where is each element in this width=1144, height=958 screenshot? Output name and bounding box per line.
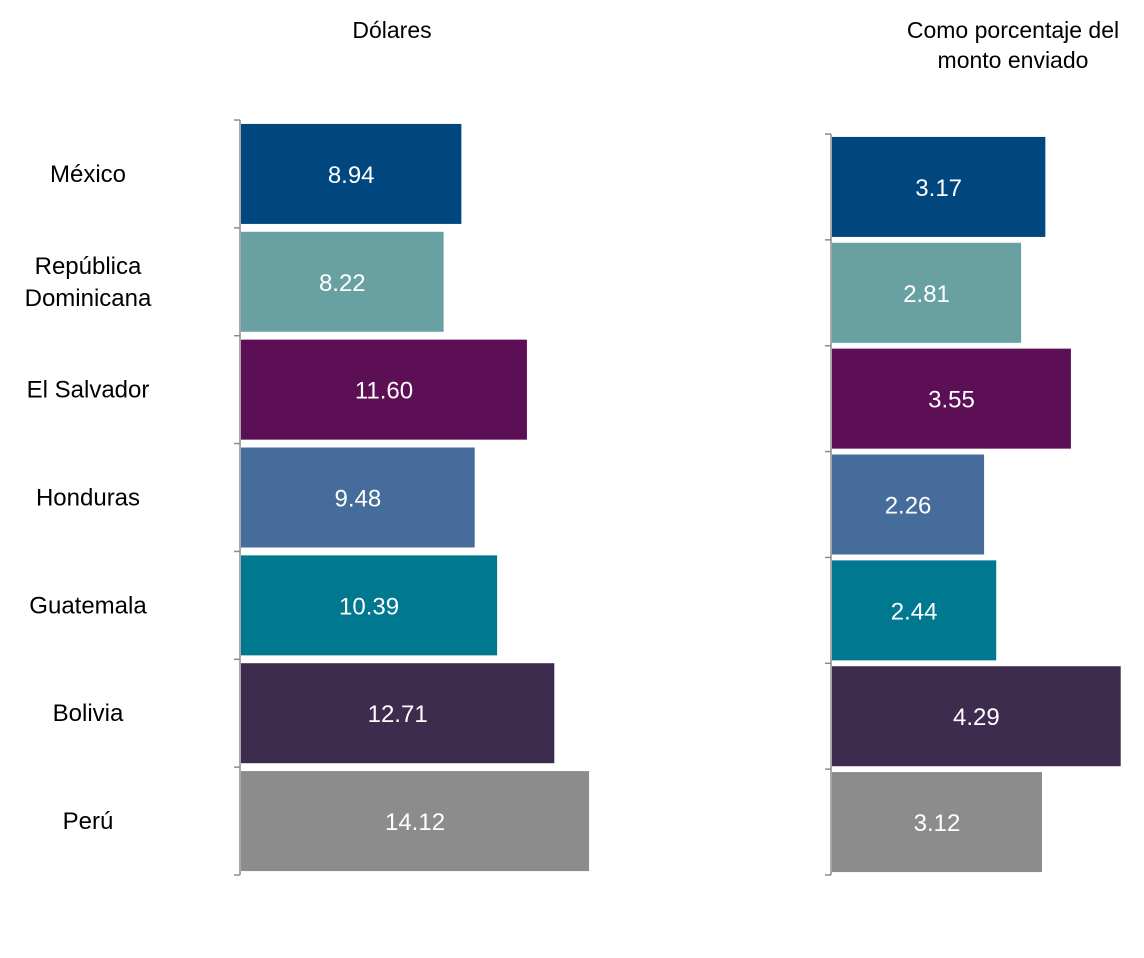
category-label: República: [35, 253, 142, 280]
left-panel-dolares: 8.94 8.22 11.60 9.48 10.39 12.71 14.12: [234, 119, 590, 876]
porcentaje-bar: [832, 560, 997, 661]
porcentaje-bar: [832, 772, 1042, 873]
dolares-bar: [241, 123, 462, 224]
category-label: Honduras: [36, 485, 140, 512]
category-labels: México República Dominicana El Salvador Hond…: [25, 161, 152, 835]
porcentaje-bar: [832, 242, 1022, 343]
porcentaje-bar-value-label: 4.29: [953, 704, 1000, 731]
dolares-bar: [241, 771, 590, 872]
right-panel-porcentaje: 3.17 2.81 3.55 2.26 2.44 4.29 3.12: [825, 133, 1121, 876]
porcentaje-bar: [832, 136, 1046, 237]
dolares-bar: [241, 555, 498, 656]
left-panel-title: Dólares: [352, 17, 431, 43]
porcentaje-bar-value-label: 2.44: [891, 598, 938, 625]
category-label: México: [50, 161, 126, 188]
category-label: Bolivia: [53, 700, 124, 727]
porcentaje-bar-value-label: 3.12: [914, 810, 961, 837]
dolares-bar-value-label: 8.94: [328, 162, 375, 189]
category-label: Dominicana: [25, 285, 152, 312]
porcentaje-bar: [832, 666, 1121, 767]
right-panel-title: Como porcentaje del: [907, 17, 1119, 43]
category-label: Guatemala: [29, 592, 147, 619]
porcentaje-bar-value-label: 3.55: [928, 387, 975, 414]
dolares-bar-value-label: 10.39: [339, 593, 399, 620]
category-label: El Salvador: [27, 377, 150, 404]
dolares-bar: [241, 447, 475, 548]
dolares-bar-value-label: 8.22: [319, 270, 366, 297]
dolares-bar: [241, 231, 444, 332]
dolares-bar-value-label: 14.12: [385, 809, 445, 836]
right-panel-title: monto enviado: [938, 47, 1089, 73]
porcentaje-bar-value-label: 3.17: [915, 175, 962, 202]
porcentaje-bar: [832, 454, 985, 555]
porcentaje-bar-value-label: 2.26: [885, 493, 932, 520]
dolares-bar: [241, 339, 527, 440]
dolares-bar: [241, 663, 555, 764]
dolares-bar-value-label: 9.48: [334, 486, 381, 513]
dolares-bar-value-label: 11.60: [355, 378, 413, 405]
porcentaje-bar: [832, 348, 1071, 449]
porcentaje-bar-value-label: 2.81: [903, 281, 950, 308]
category-label: Perú: [63, 808, 114, 835]
panel-titles: Dólares Como porcentaje del monto enviado: [352, 17, 1119, 73]
dolares-bar-value-label: 12.71: [368, 701, 428, 728]
